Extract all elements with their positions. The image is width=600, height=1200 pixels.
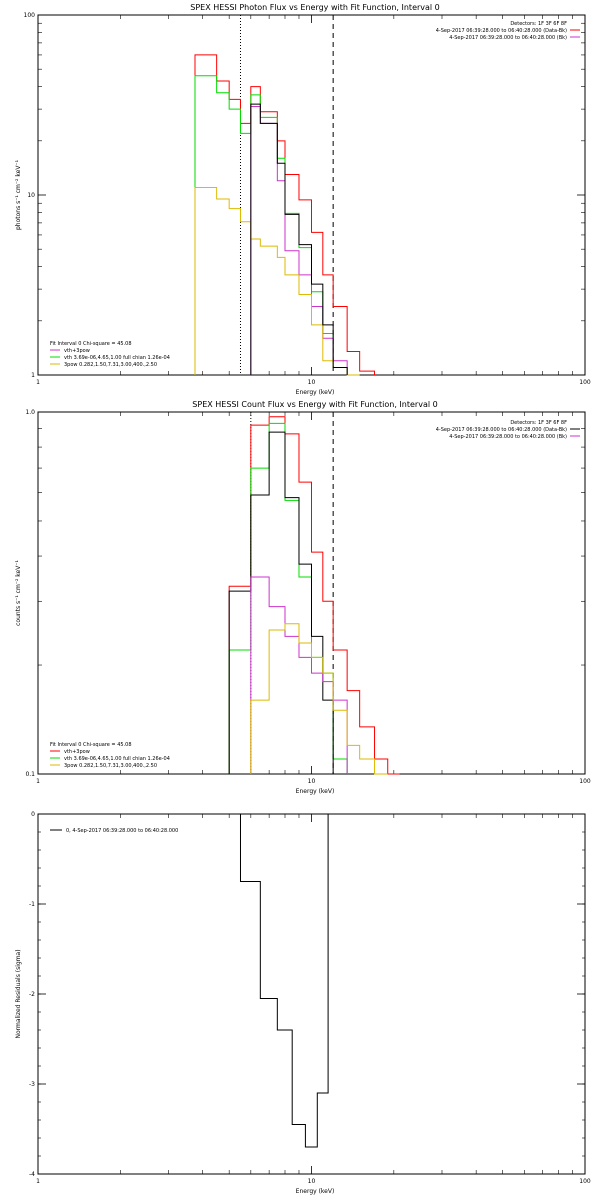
x-axis-label: Energy (keV) bbox=[296, 389, 335, 396]
data-marks bbox=[228, 412, 400, 775]
x-tick-label: 100 bbox=[579, 778, 591, 785]
x-axis-label: Energy (keV) bbox=[296, 1188, 335, 1195]
x-axis-label: Energy (keV) bbox=[296, 788, 335, 795]
y-tick-label: -3 bbox=[29, 1081, 35, 1088]
legend-bk: 4-Sep-2017 06:39:28.000 to 06:40:28.000 … bbox=[449, 434, 567, 440]
y-tick-label: 0 bbox=[31, 811, 35, 818]
photon-flux-panel: SPEX HESSI Photon Flux vs Energy with Fi… bbox=[15, 3, 591, 396]
histogram-series-0 bbox=[239, 814, 329, 1148]
histogram-series-4 bbox=[250, 103, 348, 375]
y-axis-label: counts s⁻¹ cm⁻² keV⁻¹ bbox=[15, 560, 22, 626]
axis-ticks: 1 10 100 1 10 100 bbox=[24, 12, 591, 386]
legend-residual: 0, 4-Sep-2017 06:39:28.000 to 06:40:28.0… bbox=[66, 828, 178, 834]
y-tick-label: 10 bbox=[27, 192, 35, 199]
legend-left: 0, 4-Sep-2017 06:39:28.000 to 06:40:28.0… bbox=[50, 828, 178, 834]
axis-ticks: 1 10 100 0.1 1.0 bbox=[25, 409, 590, 785]
data-marks bbox=[239, 814, 329, 1148]
x-tick-label: 100 bbox=[579, 379, 591, 386]
legend-data-bk: 4-Sep-2017 06:39:28.000 to 06:40:28.000 … bbox=[436, 28, 567, 34]
y-tick-label: -1 bbox=[29, 901, 35, 908]
legend-model: vth+3pow bbox=[64, 348, 90, 354]
y-axis-label: photons s⁻¹ cm⁻² keV⁻¹ bbox=[15, 159, 22, 230]
legend-left: Fit Interval 0 Chi-square = 45.08 vth+3p… bbox=[50, 341, 170, 368]
legend-detectors: Detectors: 1F 3F 6F 8F bbox=[510, 420, 567, 426]
legend-model: vth+3pow bbox=[64, 749, 90, 755]
x-tick-label: 100 bbox=[579, 1178, 591, 1185]
y-tick-label: 1 bbox=[31, 372, 35, 379]
panel-title: SPEX HESSI Count Flux vs Energy with Fit… bbox=[192, 400, 437, 409]
x-tick-label: 10 bbox=[308, 1178, 316, 1185]
legend-data-bk: 4-Sep-2017 06:39:28.000 to 06:40:28.000 … bbox=[436, 427, 567, 433]
legend-vth: vth 3.69e-06,4.65,1.00 full chian 1.26e-… bbox=[64, 355, 170, 361]
residuals-panel: Normalized Residuals (sigma) Energy (keV… bbox=[15, 811, 591, 1195]
x-tick-label: 1 bbox=[36, 1178, 40, 1185]
y-axis-label: Normalized Residuals (sigma) bbox=[15, 949, 22, 1038]
y-tick-label: 0.1 bbox=[25, 771, 35, 778]
y-tick-label: 1.0 bbox=[25, 409, 35, 416]
y-tick-label: -2 bbox=[29, 991, 35, 998]
legend-fit-interval: Fit Interval 0 Chi-square = 45.08 bbox=[50, 742, 132, 748]
legend-bk: 4-Sep-2017 06:39:28.000 to 06:40:28.000 … bbox=[449, 35, 567, 41]
legend-3pow: 3pow 0.282,1.50,7.31,3.00,400.,2.50 bbox=[64, 362, 157, 368]
histogram-series-4 bbox=[250, 623, 388, 775]
legend-left: Fit Interval 0 Chi-square = 45.08 vth+3p… bbox=[50, 742, 170, 769]
count-flux-panel: SPEX HESSI Count Flux vs Energy with Fit… bbox=[15, 400, 591, 795]
x-tick-label: 1 bbox=[36, 379, 40, 386]
x-tick-label: 1 bbox=[36, 778, 40, 785]
legend-right: Detectors: 1F 3F 6F 8F 4-Sep-2017 06:39:… bbox=[436, 420, 580, 440]
histogram-series-3 bbox=[194, 187, 360, 376]
legend-fit-interval: Fit Interval 0 Chi-square = 45.08 bbox=[50, 341, 132, 347]
histogram-series-2 bbox=[228, 431, 348, 775]
x-tick-label: 10 bbox=[308, 379, 316, 386]
legend-right: Detectors: 1F 3F 6F 8F 4-Sep-2017 06:39:… bbox=[436, 21, 580, 41]
plot-frame bbox=[37, 813, 586, 1175]
histogram-series-1 bbox=[228, 422, 348, 774]
legend-vth: vth 3.69e-06,4.65,1.00 full chian 1.26e-… bbox=[64, 756, 170, 762]
panel-title: SPEX HESSI Photon Flux vs Energy with Fi… bbox=[190, 3, 440, 12]
axis-ticks: 1 10 100 0 -1 -2 -3 -4 bbox=[29, 811, 591, 1185]
histogram-series-1 bbox=[194, 75, 348, 375]
data-marks bbox=[194, 15, 376, 376]
x-tick-label: 10 bbox=[308, 778, 316, 785]
legend-3pow: 3pow 0.282,1.50,7.31,3.00,400.,2.50 bbox=[64, 763, 157, 769]
y-tick-label: -4 bbox=[29, 1171, 35, 1178]
y-tick-label: 100 bbox=[24, 12, 36, 19]
legend-detectors: Detectors: 1F 3F 6F 8F bbox=[510, 21, 567, 27]
histogram-series-0 bbox=[228, 416, 400, 775]
